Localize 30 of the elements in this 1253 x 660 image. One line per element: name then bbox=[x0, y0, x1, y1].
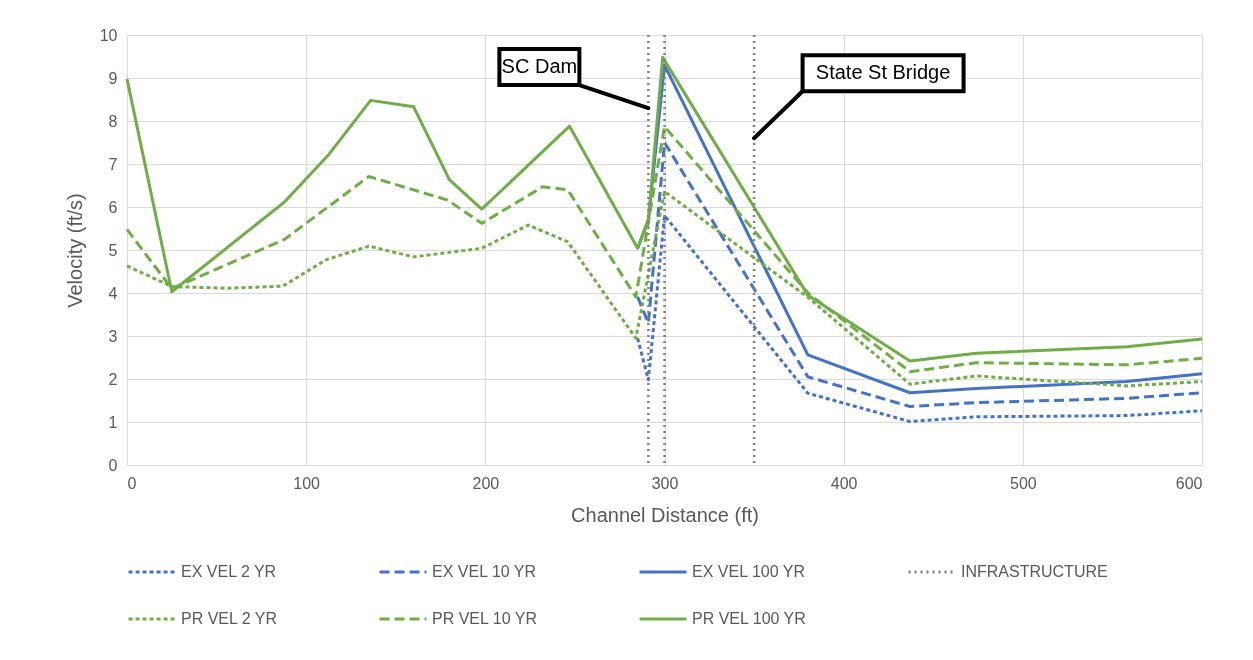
x-tick-label: 600 bbox=[1175, 474, 1203, 492]
legend-label: PR VEL 100 YR bbox=[692, 610, 806, 627]
y-tick-label: 0 bbox=[108, 456, 118, 474]
annotation: State St Bridge bbox=[815, 61, 951, 84]
y-tick-label: 3 bbox=[108, 327, 118, 345]
legend-label: PR VEL 2 YR bbox=[181, 610, 278, 627]
legend-label: EX VEL 10 YR bbox=[432, 563, 537, 580]
legend-label: EX VEL 100 YR bbox=[692, 563, 805, 580]
x-tick-label: 300 bbox=[651, 474, 679, 492]
y-tick-label: 4 bbox=[108, 284, 118, 302]
y-tick-label: 5 bbox=[108, 241, 118, 259]
x-tick-label: 100 bbox=[293, 474, 321, 492]
line-series bbox=[636, 214, 1204, 424]
legend-label: INFRASTRUCTURE bbox=[961, 563, 1108, 580]
legend-label: PR VEL 10 YR bbox=[432, 610, 537, 627]
annotation: SC Dam bbox=[501, 55, 578, 78]
x-tick-label: 400 bbox=[830, 474, 858, 492]
legend-label: EX VEL 2 YR bbox=[181, 563, 277, 580]
y-tick-label: 7 bbox=[108, 155, 118, 173]
x-tick-label: 500 bbox=[1009, 474, 1037, 492]
y-tick-label: 1 bbox=[108, 413, 118, 431]
y-tick-label: 10 bbox=[99, 26, 118, 44]
y-tick-label: 9 bbox=[108, 69, 118, 87]
y-tick-label: 2 bbox=[108, 370, 118, 388]
y-tick-label: 8 bbox=[108, 112, 118, 130]
y-tick-label: 6 bbox=[108, 198, 118, 216]
x-tick-label: 0 bbox=[127, 474, 137, 492]
y-axis-title: Velocity (ft/s) bbox=[63, 193, 86, 308]
x-axis-title: Channel Distance (ft) bbox=[571, 503, 759, 526]
x-tick-label: 200 bbox=[472, 474, 500, 492]
